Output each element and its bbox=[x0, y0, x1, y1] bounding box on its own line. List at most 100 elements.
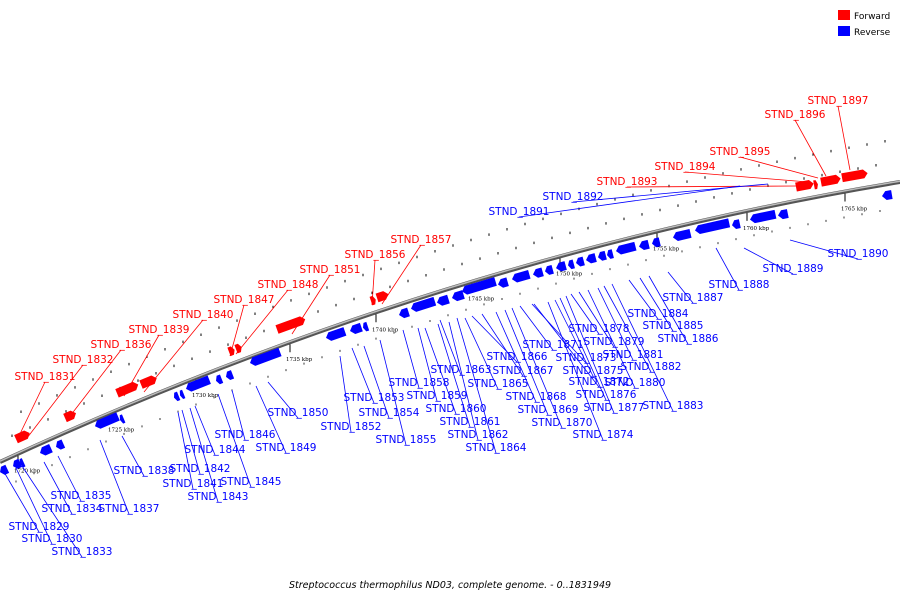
scale-tick-label: 1720 kbp bbox=[14, 469, 41, 475]
gene-label: STND_1834 bbox=[42, 503, 103, 515]
leader-line bbox=[626, 185, 798, 188]
reverse-gene bbox=[598, 250, 607, 261]
reverse-gene bbox=[216, 374, 224, 385]
gene-label: STND_1889 bbox=[763, 263, 824, 275]
leader-line bbox=[667, 271, 694, 304]
leader-line bbox=[194, 405, 216, 456]
leader-line bbox=[15, 467, 53, 545]
gene-label: STND_1866 bbox=[487, 351, 548, 363]
leader-line bbox=[21, 465, 83, 558]
leader-line bbox=[217, 393, 252, 488]
reverse-gene bbox=[95, 412, 120, 429]
gene-label: STND_1873 bbox=[556, 352, 617, 364]
gene-label: STND_1879 bbox=[584, 336, 645, 348]
reverse-gene bbox=[652, 237, 661, 248]
reverse-gene bbox=[119, 414, 126, 424]
reverse-gene bbox=[882, 190, 893, 200]
leader-line bbox=[789, 239, 859, 260]
reverse-gene bbox=[13, 458, 23, 469]
gene-label: STND_1845 bbox=[221, 476, 282, 488]
gene-label: STND_1849 bbox=[256, 442, 317, 454]
gene-label: STND_1846 bbox=[215, 429, 276, 441]
reverse-gene bbox=[250, 347, 282, 366]
forward-gene bbox=[813, 180, 818, 190]
leader-line bbox=[231, 389, 246, 441]
gene-label: STND_1837 bbox=[99, 503, 160, 515]
leader-line bbox=[229, 304, 245, 357]
leader-line bbox=[235, 289, 289, 355]
reverse-gene bbox=[179, 389, 186, 400]
reverse-gene bbox=[411, 296, 437, 312]
gene-label: STND_1871 bbox=[523, 339, 584, 351]
gene-label: STND_1892 bbox=[543, 191, 604, 203]
leader-line bbox=[554, 299, 594, 377]
backbone-layer bbox=[0, 180, 900, 464]
gene-label: STND_1841 bbox=[163, 478, 224, 490]
leader-line bbox=[267, 381, 299, 419]
reverse-gene bbox=[607, 249, 614, 259]
leader-line bbox=[351, 347, 375, 404]
gene-label: STND_1878 bbox=[569, 323, 630, 335]
backbone-line bbox=[0, 180, 900, 464]
leader-line bbox=[739, 156, 819, 179]
leader-line bbox=[471, 315, 518, 363]
gene-label: STND_1859 bbox=[407, 390, 468, 402]
leader-line bbox=[794, 119, 827, 177]
legend: Forward Reverse bbox=[838, 10, 891, 38]
leader-line bbox=[177, 411, 194, 490]
leader-line bbox=[611, 283, 674, 412]
gene-label: STND_1856 bbox=[345, 249, 406, 261]
leader-line bbox=[363, 345, 390, 419]
scale-tick-label: 1765 kbp bbox=[841, 207, 868, 213]
gene-label: STND_1867 bbox=[493, 365, 554, 377]
reverse-gene bbox=[399, 307, 410, 319]
gene-label: STND_1862 bbox=[448, 429, 509, 441]
gene-label: STND_1887 bbox=[663, 292, 724, 304]
leader-line bbox=[3, 471, 40, 533]
gene-label: STND_1860 bbox=[426, 403, 487, 415]
reverse-gene bbox=[695, 218, 731, 234]
gene-label: STND_1844 bbox=[185, 444, 246, 456]
reverse-gene bbox=[40, 444, 53, 456]
scale-tick-label: 1755 kbp bbox=[653, 246, 680, 252]
leader-line bbox=[379, 339, 407, 446]
gene-label: STND_1895 bbox=[710, 146, 771, 158]
gene-label: STND_1886 bbox=[658, 333, 719, 345]
gene-label: STND_1840 bbox=[173, 309, 234, 321]
gene-label: STND_1897 bbox=[808, 95, 869, 107]
leader-line bbox=[439, 319, 462, 376]
gene-label: STND_1864 bbox=[466, 442, 527, 454]
gene-label: STND_1836 bbox=[91, 339, 152, 351]
gene-label: STND_1865 bbox=[468, 378, 529, 390]
leader-line bbox=[597, 287, 634, 361]
scale-tick-label: 1735 kbp bbox=[286, 357, 313, 363]
gene-label: STND_1870 bbox=[532, 417, 593, 429]
scale-tick-label: 1740 kbp bbox=[372, 327, 399, 333]
gene-label: STND_1851 bbox=[300, 264, 361, 276]
reverse-gene bbox=[437, 294, 450, 306]
leader-line bbox=[57, 455, 82, 502]
gene-layer bbox=[0, 169, 893, 475]
reverse-gene bbox=[0, 464, 10, 475]
forward-gene bbox=[234, 343, 242, 354]
leader-line bbox=[371, 259, 376, 306]
leader-line bbox=[339, 355, 352, 433]
leader-line bbox=[559, 297, 607, 401]
gene-label: STND_1888 bbox=[709, 279, 770, 291]
leader-line bbox=[547, 301, 604, 441]
gene-label: STND_1831 bbox=[15, 371, 76, 383]
gene-label: STND_1842 bbox=[170, 463, 231, 475]
gene-label: STND_1833 bbox=[52, 546, 113, 558]
leader-line bbox=[448, 321, 479, 441]
leader-line bbox=[639, 277, 674, 332]
legend-reverse-swatch bbox=[838, 26, 850, 36]
gene-label: STND_1847 bbox=[214, 294, 275, 306]
reverse-gene bbox=[350, 322, 363, 334]
gene-label: STND_1863 bbox=[431, 364, 492, 376]
leader-line bbox=[570, 293, 600, 335]
gene-label: STND_1857 bbox=[391, 234, 452, 246]
forward-gene bbox=[139, 375, 157, 389]
forward-gene bbox=[820, 174, 841, 187]
